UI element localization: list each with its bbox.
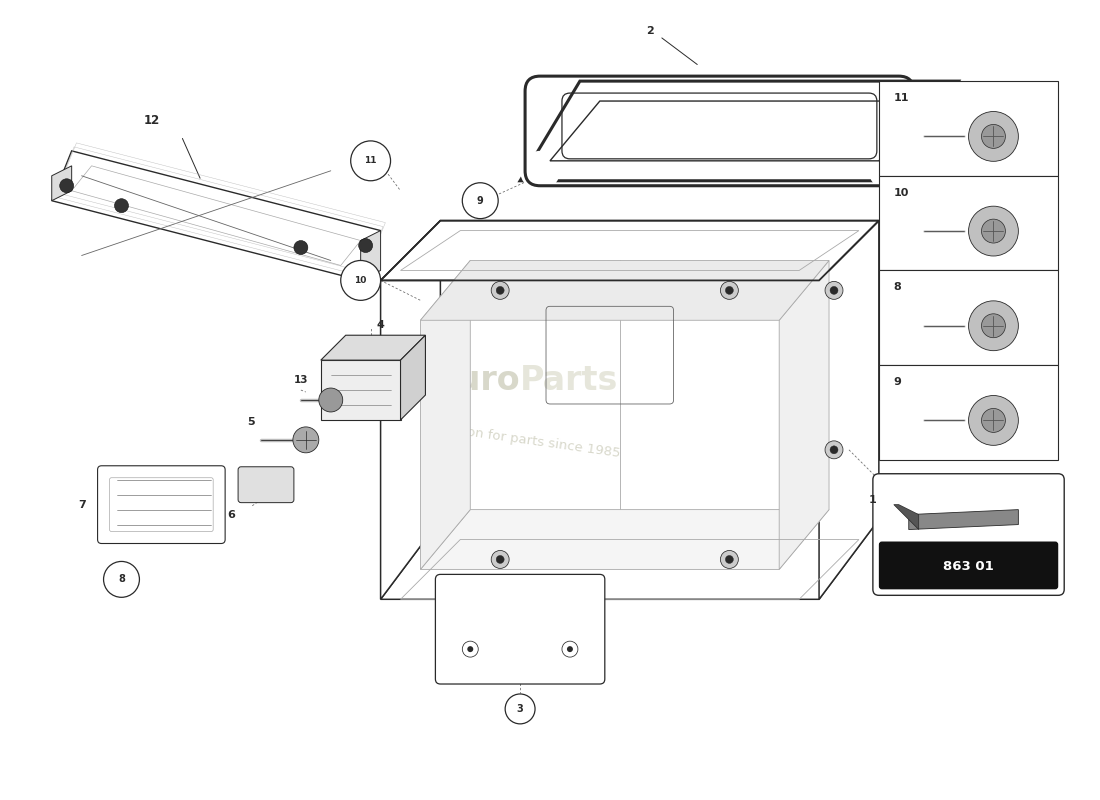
Circle shape (359, 238, 373, 253)
Text: 6: 6 (228, 510, 235, 520)
Text: 2: 2 (646, 26, 653, 36)
Circle shape (720, 282, 738, 299)
Circle shape (981, 314, 1005, 338)
Text: 3: 3 (517, 704, 524, 714)
Text: 10: 10 (354, 276, 366, 285)
Circle shape (904, 86, 934, 116)
Polygon shape (820, 221, 879, 599)
FancyBboxPatch shape (879, 176, 1058, 270)
Text: euro: euro (434, 363, 520, 397)
Text: 11: 11 (894, 93, 910, 103)
Polygon shape (420, 261, 471, 570)
Polygon shape (381, 221, 879, 281)
Circle shape (114, 198, 129, 213)
Circle shape (968, 395, 1019, 446)
Text: 9: 9 (894, 377, 902, 387)
Circle shape (830, 446, 838, 454)
Polygon shape (400, 335, 426, 420)
Text: 11: 11 (364, 156, 377, 166)
FancyBboxPatch shape (879, 365, 1058, 460)
Circle shape (981, 409, 1005, 432)
Text: 8: 8 (894, 282, 902, 293)
Circle shape (968, 206, 1019, 256)
Text: 13: 13 (294, 375, 308, 385)
Circle shape (319, 388, 343, 412)
Polygon shape (381, 221, 440, 599)
Polygon shape (52, 166, 72, 201)
Circle shape (825, 282, 843, 299)
Circle shape (468, 646, 473, 652)
Circle shape (462, 641, 478, 657)
Polygon shape (321, 335, 426, 360)
Polygon shape (894, 505, 918, 530)
Circle shape (566, 646, 573, 652)
Text: 12: 12 (143, 114, 160, 127)
Circle shape (725, 286, 734, 294)
Text: Parts: Parts (520, 363, 618, 397)
Text: 1: 1 (869, 494, 877, 505)
Circle shape (981, 219, 1005, 243)
FancyBboxPatch shape (873, 474, 1064, 595)
Text: a passion for parts since 1985: a passion for parts since 1985 (419, 419, 620, 460)
Circle shape (59, 178, 74, 193)
Circle shape (830, 286, 838, 294)
Circle shape (341, 261, 381, 300)
Text: 7: 7 (78, 500, 86, 510)
Polygon shape (321, 360, 400, 420)
Circle shape (103, 562, 140, 598)
Circle shape (492, 550, 509, 569)
Text: 4: 4 (376, 320, 385, 330)
Circle shape (520, 151, 560, 190)
Polygon shape (381, 519, 879, 599)
Text: 5: 5 (248, 417, 255, 427)
Circle shape (968, 301, 1019, 350)
FancyBboxPatch shape (436, 574, 605, 684)
Polygon shape (52, 151, 381, 281)
Polygon shape (420, 261, 829, 320)
Text: 863 01: 863 01 (943, 560, 994, 573)
FancyBboxPatch shape (879, 270, 1058, 365)
Polygon shape (550, 101, 928, 161)
Circle shape (725, 555, 734, 563)
Circle shape (981, 125, 1005, 148)
Circle shape (294, 241, 308, 254)
Circle shape (293, 427, 319, 453)
Polygon shape (361, 230, 381, 281)
Text: 8: 8 (118, 574, 125, 584)
Polygon shape (520, 81, 958, 181)
Text: 10: 10 (894, 188, 910, 198)
Circle shape (496, 555, 504, 563)
Polygon shape (420, 510, 829, 570)
Text: 9: 9 (477, 196, 484, 206)
Circle shape (562, 641, 578, 657)
Circle shape (505, 694, 535, 724)
Circle shape (869, 151, 909, 190)
Polygon shape (909, 510, 1019, 530)
Circle shape (351, 141, 390, 181)
Circle shape (825, 441, 843, 458)
Circle shape (492, 282, 509, 299)
Circle shape (720, 550, 738, 569)
Circle shape (496, 286, 504, 294)
FancyBboxPatch shape (879, 542, 1058, 590)
Circle shape (968, 111, 1019, 162)
Polygon shape (779, 261, 829, 570)
FancyBboxPatch shape (98, 466, 226, 543)
FancyBboxPatch shape (879, 81, 1058, 176)
Circle shape (462, 182, 498, 218)
Circle shape (575, 86, 605, 116)
FancyBboxPatch shape (238, 466, 294, 502)
